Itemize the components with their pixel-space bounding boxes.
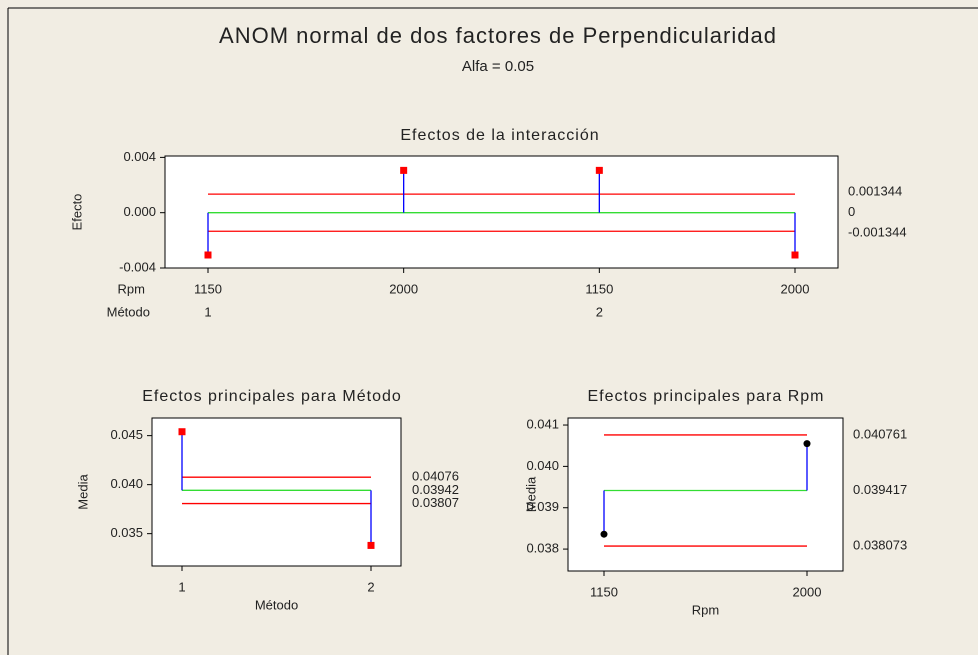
group-label: 1 [204,304,211,319]
point [600,530,608,538]
row-label: Método [107,304,150,319]
ucl-label: 0.040761 [853,426,907,441]
x-axis-label: Método [255,597,298,612]
y-tick-label: 0.040 [526,458,559,473]
main-title: ANOM normal de dos factores de Perpendic… [219,23,777,48]
y-tick-label: 0.039 [526,499,559,514]
x-tick-label: 1150 [585,281,613,296]
y-tick-label: 0.040 [110,476,143,491]
y-tick-label: 0.041 [526,416,559,431]
ucl-label: 0.04076 [412,469,459,484]
y-tick-label: 0.045 [110,427,143,442]
ucl-label: 0.001344 [848,184,902,199]
y-axis-label: Efecto [69,194,84,231]
center-label: 0.039417 [853,482,907,497]
point [367,541,375,549]
group-label: 2 [596,304,603,319]
plot-area [567,417,844,572]
lcl-label: 0.038073 [853,538,907,553]
subplot-title: Efectos de la interacción [400,127,599,144]
x-tick-label: 2000 [781,281,810,296]
subplot-title: Efectos principales para Rpm [588,388,825,405]
point [595,166,603,174]
x-tick-label: 2 [367,579,374,594]
point [400,166,408,174]
center-label: 0.03942 [412,482,459,497]
x-tick-label: 1 [178,579,185,594]
lcl-label: -0.001344 [848,225,907,240]
y-tick-label: 0.000 [123,204,156,219]
center-label: 0 [848,204,855,219]
point [803,440,811,448]
y-tick-label: 0.038 [526,541,559,556]
y-axis-label: Media [523,476,538,512]
y-axis-label: Media [75,474,90,510]
row-label: Rpm [118,281,145,296]
plot-area [151,417,402,567]
x-axis-label: Rpm [692,602,719,617]
point [178,428,186,436]
point [204,251,212,259]
subplot-title: Efectos principales para Método [142,388,402,405]
x-tick-label: 1150 [194,281,222,296]
x-tick-label: 1150 [590,584,618,599]
x-tick-label: 2000 [793,584,822,599]
x-tick-label: 2000 [389,281,418,296]
point [791,251,799,259]
plot-area [164,155,839,269]
lcl-label: 0.03807 [412,495,459,510]
y-tick-label: 0.004 [123,149,156,164]
y-tick-label: -0.004 [119,259,156,274]
y-tick-label: 0.035 [110,525,143,540]
subtitle: Alfa = 0.05 [462,58,534,75]
